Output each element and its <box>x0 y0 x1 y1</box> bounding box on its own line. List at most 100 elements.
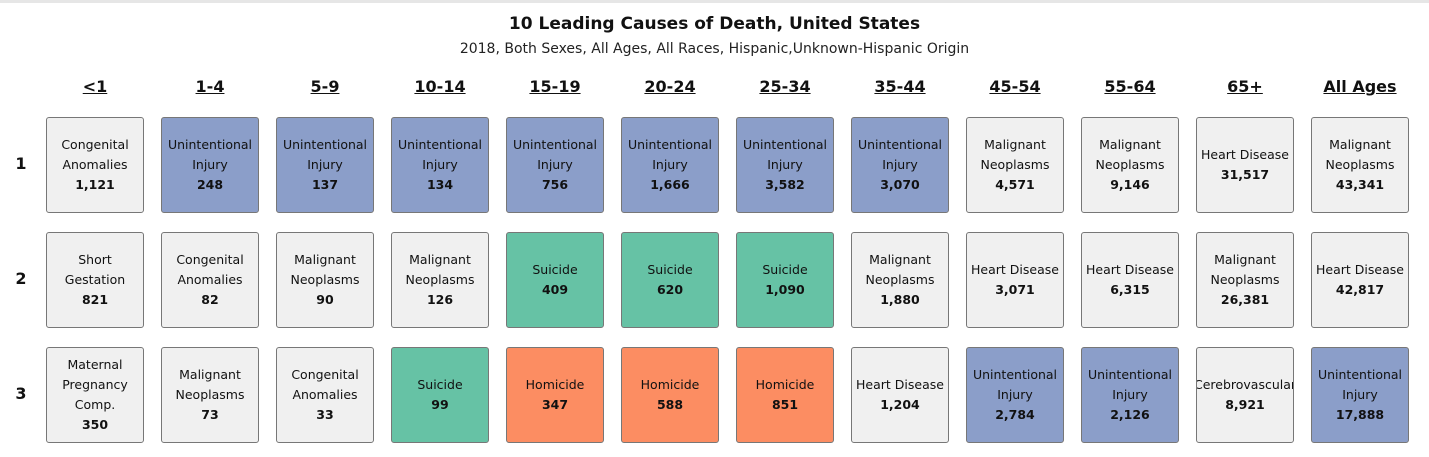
cause-cell[interactable]: Cerebrovascular 8,921 <box>1196 347 1294 443</box>
cause-label: Suicide <box>762 262 808 277</box>
cause-cell[interactable]: Unintentional Injury 3,070 <box>851 117 949 213</box>
column-header[interactable]: <1 <box>82 77 108 96</box>
death-count: 8,921 <box>1225 397 1265 412</box>
cause-label: Malignant Neoplasms <box>865 252 935 287</box>
cause-label: Short Gestation <box>64 252 126 287</box>
cause-cell[interactable]: Unintentional Injury 17,888 <box>1311 347 1409 443</box>
cause-cell[interactable]: Heart Disease 1,204 <box>851 347 949 443</box>
cause-cell[interactable]: Unintentional Injury 1,666 <box>621 117 719 213</box>
cause-cell[interactable]: Homicide 588 <box>621 347 719 443</box>
death-count: 73 <box>201 407 219 422</box>
cause-cell[interactable]: Short Gestation 821 <box>46 232 144 328</box>
cause-label: Heart Disease <box>1316 262 1404 277</box>
death-count: 134 <box>426 177 454 192</box>
death-count: 821 <box>81 292 109 307</box>
death-count: 248 <box>196 177 224 192</box>
cause-cell[interactable]: Malignant Neoplasms 26,381 <box>1196 232 1294 328</box>
cause-label: Homicide <box>755 377 815 392</box>
death-count: 42,817 <box>1335 282 1385 297</box>
column-header[interactable]: 45-54 <box>989 77 1041 96</box>
cause-label: Congenital Anomalies <box>291 367 359 402</box>
column-header[interactable]: 10-14 <box>414 77 466 96</box>
cause-cell[interactable]: Maternal Pregnancy Comp. 350 <box>46 347 144 443</box>
death-count: 126 <box>426 292 454 307</box>
rank-label: 2 <box>15 269 27 288</box>
death-count: 6,315 <box>1110 282 1150 297</box>
column-header[interactable]: 25-34 <box>759 77 811 96</box>
death-count: 851 <box>771 397 799 412</box>
cause-cell[interactable]: Suicide 99 <box>391 347 489 443</box>
death-count: 2,126 <box>1110 407 1150 422</box>
cause-cell[interactable]: Unintentional Injury 134 <box>391 117 489 213</box>
column-header[interactable]: 65+ <box>1227 77 1263 96</box>
cause-label: Suicide <box>417 377 463 392</box>
cause-label: Suicide <box>647 262 693 277</box>
cause-cell[interactable]: Malignant Neoplasms 126 <box>391 232 489 328</box>
death-count: 3,071 <box>995 282 1035 297</box>
cause-cell[interactable]: Malignant Neoplasms 90 <box>276 232 374 328</box>
column-header[interactable]: 20-24 <box>644 77 696 96</box>
cause-label: Suicide <box>532 262 578 277</box>
cause-label: Unintentional Injury <box>627 137 713 172</box>
cause-label: Homicide <box>640 377 700 392</box>
cause-cell[interactable]: Unintentional Injury 3,582 <box>736 117 834 213</box>
chart-title: 10 Leading Causes of Death, United State… <box>508 14 921 34</box>
column-header[interactable]: 15-19 <box>529 77 581 96</box>
cause-cell[interactable]: Heart Disease 42,817 <box>1311 232 1409 328</box>
cause-cell[interactable]: Suicide 620 <box>621 232 719 328</box>
cause-cell[interactable]: Unintentional Injury 2,784 <box>966 347 1064 443</box>
cause-label: Unintentional Injury <box>512 137 598 172</box>
cause-cell[interactable]: Homicide 851 <box>736 347 834 443</box>
cause-label: Heart Disease <box>1201 147 1289 162</box>
column-header[interactable]: 55-64 <box>1104 77 1156 96</box>
death-count: 1,204 <box>880 397 920 412</box>
rank-label: 1 <box>15 154 27 173</box>
cause-cell[interactable]: Malignant Neoplasms 43,341 <box>1311 117 1409 213</box>
cause-label: Unintentional Injury <box>282 137 368 172</box>
column-header[interactable]: 1-4 <box>195 77 225 96</box>
death-count: 82 <box>201 292 219 307</box>
cause-cell[interactable]: Heart Disease 31,517 <box>1196 117 1294 213</box>
death-count: 1,090 <box>765 282 805 297</box>
death-count: 4,571 <box>995 177 1035 192</box>
death-count: 347 <box>541 397 569 412</box>
cause-cell[interactable]: Homicide 347 <box>506 347 604 443</box>
cause-cell[interactable]: Heart Disease 6,315 <box>1081 232 1179 328</box>
death-count: 350 <box>81 417 109 432</box>
cause-cell[interactable]: Suicide 1,090 <box>736 232 834 328</box>
cause-cell[interactable]: Malignant Neoplasms 1,880 <box>851 232 949 328</box>
cause-cell[interactable]: Congenital Anomalies 1,121 <box>46 117 144 213</box>
cause-cell[interactable]: Unintentional Injury 756 <box>506 117 604 213</box>
cause-label: Maternal Pregnancy Comp. <box>62 357 128 412</box>
cause-cell[interactable]: Malignant Neoplasms 73 <box>161 347 259 443</box>
cause-label: Unintentional Injury <box>1087 367 1173 402</box>
cause-label: Unintentional Injury <box>972 367 1058 402</box>
cause-label: Heart Disease <box>856 377 944 392</box>
death-count: 26,381 <box>1220 292 1270 307</box>
cause-cell[interactable]: Congenital Anomalies 33 <box>276 347 374 443</box>
cause-cell[interactable]: Malignant Neoplasms 9,146 <box>1081 117 1179 213</box>
cause-cell[interactable]: Unintentional Injury 248 <box>161 117 259 213</box>
death-count: 99 <box>431 397 449 412</box>
cause-cell[interactable]: Unintentional Injury 137 <box>276 117 374 213</box>
chart-subtitle: 2018, Both Sexes, All Ages, All Races, H… <box>459 41 970 57</box>
column-header[interactable]: 35-44 <box>874 77 926 96</box>
cause-label: Malignant Neoplasms <box>405 252 475 287</box>
cause-cell[interactable]: Suicide 409 <box>506 232 604 328</box>
death-count: 409 <box>541 282 569 297</box>
cause-cell[interactable]: Heart Disease 3,071 <box>966 232 1064 328</box>
death-count: 137 <box>311 177 339 192</box>
cause-label: Cerebrovascular <box>1196 377 1294 392</box>
cause-label: Malignant Neoplasms <box>1095 137 1165 172</box>
death-count: 9,146 <box>1110 177 1150 192</box>
cause-cell[interactable]: Congenital Anomalies 82 <box>161 232 259 328</box>
cause-label: Unintentional Injury <box>742 137 828 172</box>
cause-label: Congenital Anomalies <box>61 137 129 172</box>
column-header[interactable]: All Ages <box>1323 77 1397 96</box>
column-header[interactable]: 5-9 <box>310 77 340 96</box>
death-count: 3,582 <box>765 177 805 192</box>
death-count: 1,880 <box>880 292 920 307</box>
cause-cell[interactable]: Unintentional Injury 2,126 <box>1081 347 1179 443</box>
cause-cell[interactable]: Malignant Neoplasms 4,571 <box>966 117 1064 213</box>
death-count: 1,666 <box>650 177 690 192</box>
